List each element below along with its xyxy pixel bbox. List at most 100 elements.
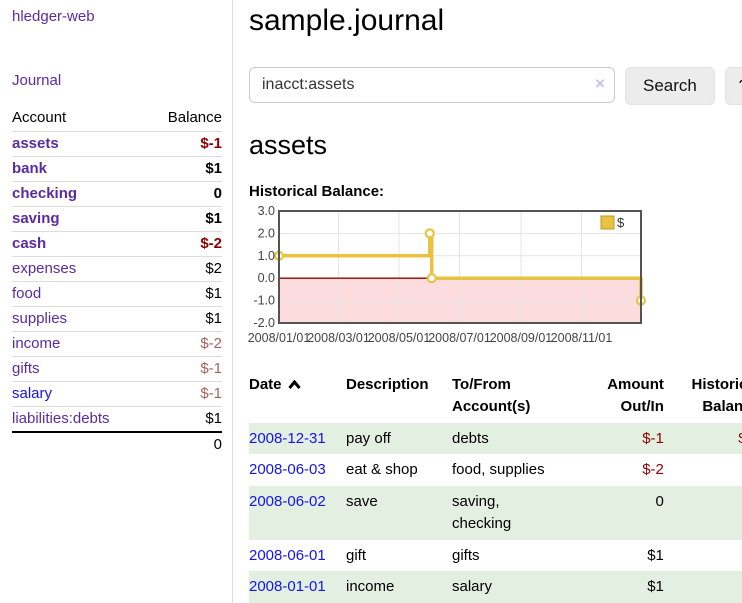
accounts-total-value: 0: [147, 432, 222, 457]
transaction-accounts: saving, checking: [452, 486, 570, 540]
search-input-wrap: ×: [249, 67, 615, 103]
transaction-date-link[interactable]: 2008-06-02: [249, 493, 326, 510]
y-axis-tick: 2.0: [258, 226, 275, 240]
accounts-header-balance: Balance: [147, 105, 222, 132]
register-header-date[interactable]: Date: [249, 371, 346, 423]
accounts-table-header: Account Balance: [12, 105, 222, 132]
account-row: bank $1: [12, 157, 222, 182]
account-link-cash[interactable]: cash: [12, 235, 46, 252]
main-content: sample.journal × Search ? assets Histori…: [233, 0, 742, 603]
page-title: sample.journal: [249, 4, 742, 38]
search-form: × Search ?: [249, 67, 742, 105]
transaction-description: save: [346, 486, 452, 540]
register-table: Date Description To/From Account(s) Amou…: [249, 371, 742, 603]
account-balance: $-1: [200, 360, 222, 377]
search-input[interactable]: [249, 67, 615, 103]
account-row: food $1: [12, 282, 222, 307]
account-balance: $1: [205, 410, 222, 427]
register-header-row: Date Description To/From Account(s) Amou…: [249, 371, 742, 423]
search-button[interactable]: Search: [625, 67, 715, 105]
transaction-description: pay off: [346, 423, 452, 455]
transaction-date-link[interactable]: 2008-06-03: [249, 461, 326, 478]
transaction-balance: 0: [666, 454, 742, 486]
y-axis-tick: 0.0: [258, 271, 275, 285]
account-balance: 0: [214, 185, 222, 202]
account-link-saving[interactable]: saving: [12, 210, 60, 227]
account-balance: $1: [205, 160, 222, 177]
account-balance: $-1: [200, 385, 222, 402]
sidebar-item-journal[interactable]: Journal: [12, 72, 222, 89]
transaction-description: gift: [346, 540, 452, 572]
y-axis-tick: -2.0: [253, 316, 275, 330]
account-balance: $1: [205, 285, 222, 302]
account-link-expenses[interactable]: expenses: [12, 260, 76, 277]
account-row: gifts $-1: [12, 357, 222, 382]
account-link-food[interactable]: food: [12, 285, 41, 302]
account-link-income[interactable]: income: [12, 335, 60, 352]
account-link-liabilities-debts[interactable]: liabilities:debts: [12, 410, 110, 427]
account-row: salary $-1: [12, 382, 222, 407]
transaction-date-link[interactable]: 2008-12-31: [249, 430, 326, 447]
accounts-total-row: 0: [12, 432, 222, 457]
data-point-marker: [428, 274, 436, 282]
x-axis-tick: 2008/03/01: [307, 331, 370, 345]
account-link-checking[interactable]: checking: [12, 185, 77, 202]
account-link-gifts[interactable]: gifts: [12, 360, 40, 377]
account-link-bank[interactable]: bank: [12, 160, 47, 177]
transaction-amount: $1: [570, 571, 666, 603]
chart-title: Historical Balance:: [249, 183, 742, 200]
x-axis-tick: 2008/09/01: [490, 331, 553, 345]
account-balance: $2: [205, 260, 222, 277]
y-axis-tick: -1.0: [253, 294, 275, 308]
transaction-amount: $-1: [570, 423, 666, 455]
account-row: checking 0: [12, 182, 222, 207]
account-row: cash $-2: [12, 232, 222, 257]
account-row: expenses $2: [12, 257, 222, 282]
account-balance: $-2: [200, 235, 222, 252]
transaction-accounts: salary: [452, 571, 570, 603]
account-link-salary[interactable]: salary: [12, 385, 52, 402]
accounts-header-account: Account: [12, 105, 147, 132]
account-row: saving $1: [12, 207, 222, 232]
help-button[interactable]: ?: [725, 67, 742, 105]
data-point-marker: [426, 229, 434, 237]
transaction-balance: $-1: [666, 423, 742, 455]
transaction-description: eat & shop: [346, 454, 452, 486]
transaction-accounts: food, supplies: [452, 454, 570, 486]
legend-swatch: [601, 216, 614, 229]
transaction-balance: $1: [666, 571, 742, 603]
account-balance: $-2: [200, 335, 222, 352]
transaction-description: income: [346, 571, 452, 603]
account-row: supplies $1: [12, 307, 222, 332]
register-header-description: Description: [346, 371, 452, 423]
clear-search-icon[interactable]: ×: [595, 75, 605, 92]
account-row: liabilities:debts $1: [12, 407, 222, 433]
x-axis-tick: 2008/07/01: [428, 331, 491, 345]
transaction-date-link[interactable]: 2008-06-01: [249, 547, 326, 564]
register-header-amount: Amount Out/In: [570, 371, 666, 423]
transaction-date-link[interactable]: 2008-01-01: [249, 578, 326, 595]
transaction-accounts: gifts: [452, 540, 570, 572]
account-link-assets[interactable]: assets: [12, 135, 59, 152]
account-balance: $1: [205, 310, 222, 327]
account-row: assets$-1: [12, 132, 222, 157]
register-header-accounts: To/From Account(s): [452, 371, 570, 423]
sidebar: hledger-web Journal Account Balance asse…: [0, 0, 233, 603]
account-row: income $-2: [12, 332, 222, 357]
transaction-amount: 0: [570, 486, 666, 540]
sort-ascending-icon: [288, 375, 301, 397]
y-axis-tick: 1.0: [258, 249, 275, 263]
account-balance: $1: [205, 210, 222, 227]
app-title-link[interactable]: hledger-web: [12, 8, 222, 25]
transaction-balance: $2: [666, 486, 742, 540]
account-link-supplies[interactable]: supplies: [12, 310, 67, 327]
x-axis-tick: 2008/11/01: [551, 331, 613, 345]
